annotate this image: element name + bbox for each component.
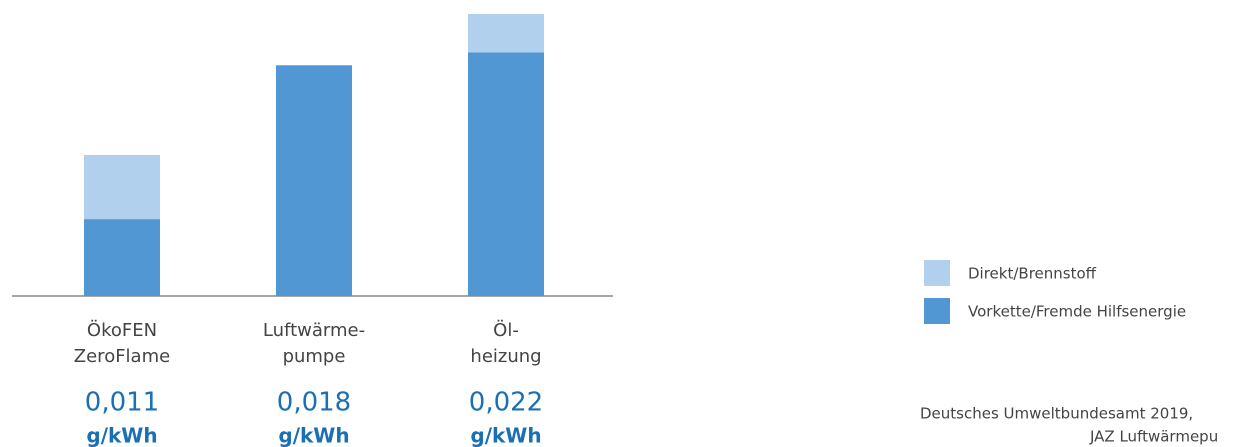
x-tick-label: Öl-: [493, 319, 519, 341]
unit-label: g/kWh: [470, 424, 541, 447]
unit-label: g/kWh: [278, 424, 349, 447]
total-label: 0,022: [469, 388, 543, 418]
bar-segment: [276, 65, 352, 296]
total-label: 0,018: [277, 388, 351, 418]
source-note: JAZ Luftwärmepu: [1089, 428, 1218, 446]
source-note: Deutsches Umweltbundesamt 2019,: [920, 405, 1193, 423]
x-tick-label: ZeroFlame: [74, 346, 170, 367]
legend-swatch: [924, 260, 950, 286]
legend-swatch: [924, 298, 950, 324]
bar-segment: [84, 219, 160, 296]
bar-segment: [468, 14, 544, 53]
x-tick-label: ÖkoFEN: [87, 319, 157, 341]
bar-segment: [468, 52, 544, 296]
legend-label: Vorkette/Fremde Hilfsenergie: [968, 303, 1186, 321]
x-tick-label: Luftwärme-: [263, 320, 365, 341]
x-tick-label: pumpe: [283, 346, 346, 367]
x-tick-label: heizung: [470, 346, 541, 367]
unit-label: g/kWh: [86, 424, 157, 447]
bar-segment: [84, 155, 160, 220]
total-label: 0,011: [85, 388, 159, 418]
legend-label: Direkt/Brennstoff: [968, 265, 1097, 283]
